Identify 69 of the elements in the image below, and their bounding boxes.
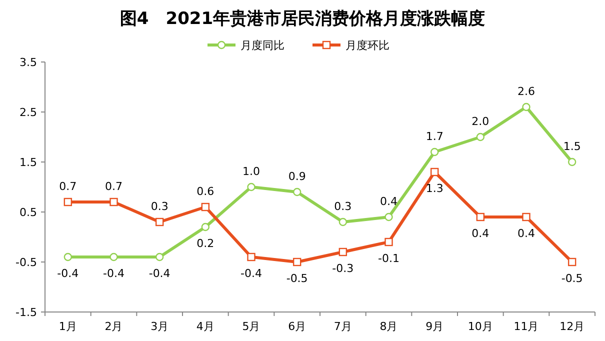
data-label: 0.3 — [334, 200, 352, 213]
x-tick-label: 3月 — [150, 320, 169, 333]
x-tick-label: 1月 — [58, 320, 77, 333]
x-tick-label: 4月 — [196, 320, 214, 333]
point — [568, 258, 576, 266]
x-tick-label: 2月 — [104, 320, 123, 333]
x-tick-label: 6月 — [288, 320, 306, 333]
legend-label: 月度同比 — [240, 39, 284, 52]
point — [155, 252, 164, 262]
y-tick-label: -1.5 — [16, 306, 37, 319]
data-label: -0.5 — [561, 272, 583, 285]
point — [110, 252, 118, 262]
data-label: -0.5 — [286, 272, 308, 285]
data-label: 0.6 — [196, 185, 214, 198]
chart-title: 图4 2021年贵港市居民消费价格月度涨跌幅度 — [120, 9, 486, 29]
data-label: 0.9 — [288, 170, 306, 183]
data-label: 0.4 — [472, 227, 490, 240]
data-label: 1.0 — [242, 165, 260, 178]
point — [384, 238, 393, 246]
data-label: 0.3 — [150, 200, 168, 213]
point — [110, 198, 118, 206]
point — [522, 212, 530, 222]
data-label: 2.0 — [472, 115, 490, 128]
point — [338, 248, 348, 256]
data-label: 2.6 — [518, 85, 535, 98]
legend-label: 月度环比 — [346, 39, 390, 52]
y-tick-label: 0.5 — [20, 206, 37, 219]
data-label: -0.1 — [378, 252, 400, 265]
point — [568, 158, 576, 166]
point — [430, 168, 439, 176]
point — [64, 198, 72, 206]
point — [430, 148, 439, 156]
x-tick-label: 8月 — [380, 320, 398, 333]
data-label: -0.4 — [148, 267, 170, 280]
point — [247, 252, 256, 262]
point — [292, 258, 302, 266]
point — [201, 222, 210, 232]
data-label: 1.3 — [426, 182, 444, 195]
data-label: 0.4 — [518, 227, 535, 240]
y-tick-label: 1.5 — [20, 156, 37, 169]
point — [64, 252, 72, 262]
data-label: 1.7 — [426, 130, 444, 143]
x-tick-label: 7月 — [334, 320, 352, 333]
data-label: 1.5 — [563, 140, 581, 153]
x-tick-label: 12月 — [560, 320, 585, 333]
x-tick-label: 5月 — [242, 320, 260, 333]
data-label: 0.4 — [380, 195, 398, 208]
point — [476, 132, 485, 142]
y-tick-label: 3.5 — [20, 56, 37, 69]
point — [292, 188, 302, 196]
data-label: -0.4 — [57, 267, 79, 280]
x-tick-label: 10月 — [468, 320, 493, 333]
data-label: 0.2 — [196, 237, 214, 250]
point — [247, 182, 256, 192]
point — [155, 218, 164, 226]
y-tick-label: 2.5 — [20, 106, 37, 119]
x-tick-label: 11月 — [514, 320, 539, 333]
data-label: 0.7 — [105, 180, 122, 193]
point — [201, 202, 210, 212]
point — [522, 102, 530, 112]
data-label: -0.4 — [103, 267, 124, 280]
point — [338, 218, 348, 226]
y-tick-label: -0.5 — [16, 256, 37, 269]
point — [476, 212, 485, 222]
data-label: 0.7 — [59, 180, 77, 193]
data-label: -0.4 — [240, 267, 262, 280]
point — [384, 212, 393, 222]
data-label: -0.3 — [332, 262, 354, 275]
x-tick-label: 9月 — [426, 320, 444, 333]
